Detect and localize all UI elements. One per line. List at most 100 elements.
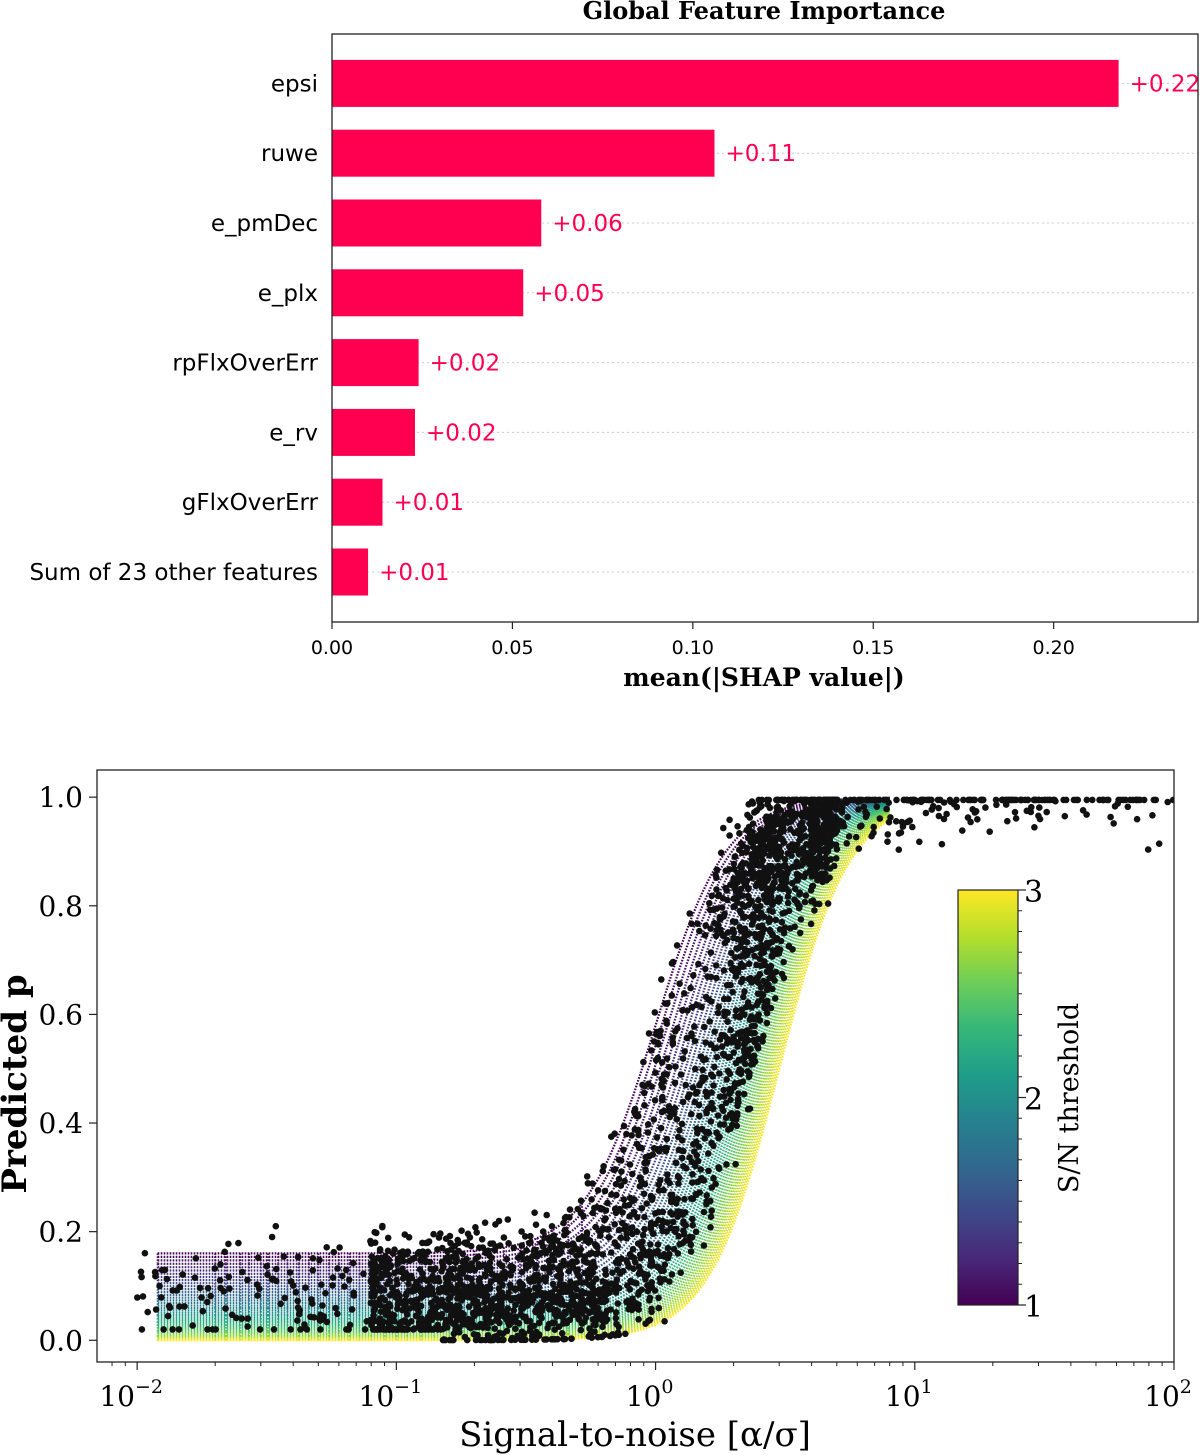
data-point bbox=[785, 888, 792, 895]
data-point bbox=[560, 1219, 567, 1227]
data-point bbox=[329, 1274, 337, 1281]
data-point bbox=[566, 1287, 574, 1294]
data-point bbox=[668, 1271, 676, 1278]
data-point bbox=[710, 1174, 717, 1182]
data-point bbox=[647, 1225, 655, 1233]
data-point bbox=[635, 1131, 642, 1139]
data-point bbox=[255, 1285, 263, 1292]
data-point bbox=[856, 823, 864, 830]
data-point bbox=[740, 870, 747, 877]
data-point bbox=[730, 934, 737, 942]
category-label: Sum of 23 other features bbox=[29, 560, 318, 586]
data-point bbox=[712, 871, 719, 879]
data-point bbox=[784, 893, 792, 900]
data-point bbox=[854, 798, 862, 805]
data-point bbox=[620, 1146, 627, 1154]
data-point bbox=[602, 1207, 610, 1214]
data-point bbox=[795, 862, 803, 870]
data-point bbox=[463, 1255, 470, 1263]
chart1-category-labels: epsi ruwe e_pmDec e_plx rpFlxOverErr e_rv gFlx… bbox=[29, 71, 318, 586]
data-point bbox=[424, 1326, 431, 1333]
value-label: +0.01 bbox=[394, 490, 464, 516]
data-point bbox=[746, 862, 754, 870]
data-point bbox=[730, 877, 738, 884]
data-point bbox=[349, 1259, 357, 1267]
data-point bbox=[369, 1318, 376, 1325]
data-point bbox=[657, 1252, 664, 1260]
data-point bbox=[876, 815, 884, 822]
data-point bbox=[737, 885, 745, 893]
data-point bbox=[727, 959, 734, 967]
data-point bbox=[608, 1133, 615, 1140]
data-point bbox=[714, 1112, 722, 1119]
data-point bbox=[714, 921, 722, 928]
data-point bbox=[681, 1048, 688, 1055]
data-point bbox=[568, 1335, 575, 1342]
data-point bbox=[763, 1000, 771, 1008]
data-point bbox=[363, 1318, 371, 1325]
data-point bbox=[619, 1267, 627, 1275]
data-point bbox=[546, 1269, 553, 1276]
data-point bbox=[500, 1234, 508, 1241]
data-point bbox=[701, 931, 709, 939]
data-point bbox=[464, 1230, 472, 1238]
data-point bbox=[660, 1071, 668, 1078]
data-point bbox=[385, 1263, 393, 1270]
data-point bbox=[922, 809, 930, 817]
data-point bbox=[491, 1295, 498, 1302]
chart1-x-ticks: 0.00 0.05 0.10 0.15 0.20 bbox=[311, 622, 1075, 659]
data-point bbox=[496, 1242, 504, 1249]
data-point bbox=[152, 1272, 159, 1280]
data-point bbox=[883, 796, 890, 804]
data-point bbox=[671, 1228, 679, 1235]
data-point bbox=[669, 1040, 677, 1048]
data-point bbox=[545, 1257, 553, 1265]
data-point bbox=[819, 878, 826, 886]
data-point bbox=[602, 1266, 609, 1274]
data-point bbox=[757, 830, 765, 837]
data-point bbox=[669, 1211, 676, 1218]
data-point bbox=[710, 1082, 717, 1089]
data-point bbox=[711, 1028, 718, 1035]
data-point bbox=[807, 920, 815, 928]
data-point bbox=[734, 869, 742, 877]
data-point bbox=[735, 893, 743, 900]
data-point bbox=[793, 796, 800, 804]
data-point bbox=[576, 1251, 583, 1258]
data-point bbox=[268, 1233, 276, 1241]
data-point bbox=[702, 993, 710, 1001]
data-point bbox=[821, 870, 829, 877]
data-point bbox=[728, 966, 736, 973]
data-point bbox=[1096, 796, 1103, 804]
data-point bbox=[263, 1262, 271, 1270]
data-point bbox=[181, 1303, 188, 1310]
data-point bbox=[689, 1170, 696, 1178]
data-point bbox=[916, 838, 923, 846]
data-point bbox=[826, 843, 834, 850]
data-point bbox=[408, 1274, 416, 1282]
data-point bbox=[671, 1104, 679, 1112]
data-point bbox=[676, 980, 683, 987]
data-point bbox=[189, 1322, 196, 1329]
data-point bbox=[778, 918, 786, 926]
data-point bbox=[389, 1284, 396, 1291]
data-point bbox=[565, 1267, 573, 1275]
data-point bbox=[481, 1298, 488, 1306]
data-point bbox=[1133, 815, 1141, 823]
data-point bbox=[982, 804, 989, 811]
data-point bbox=[204, 1284, 212, 1292]
data-point bbox=[220, 1288, 227, 1295]
data-point bbox=[676, 1127, 683, 1134]
data-point bbox=[384, 1234, 392, 1242]
data-point bbox=[765, 941, 772, 948]
data-point bbox=[789, 863, 796, 871]
bar bbox=[332, 199, 542, 247]
data-point bbox=[492, 1311, 500, 1319]
data-point bbox=[479, 1244, 487, 1251]
data-point bbox=[515, 1254, 522, 1261]
data-point bbox=[461, 1266, 469, 1273]
data-point bbox=[641, 1213, 648, 1221]
data-point bbox=[576, 1273, 583, 1281]
data-point bbox=[639, 1231, 647, 1239]
data-point bbox=[342, 1266, 350, 1274]
